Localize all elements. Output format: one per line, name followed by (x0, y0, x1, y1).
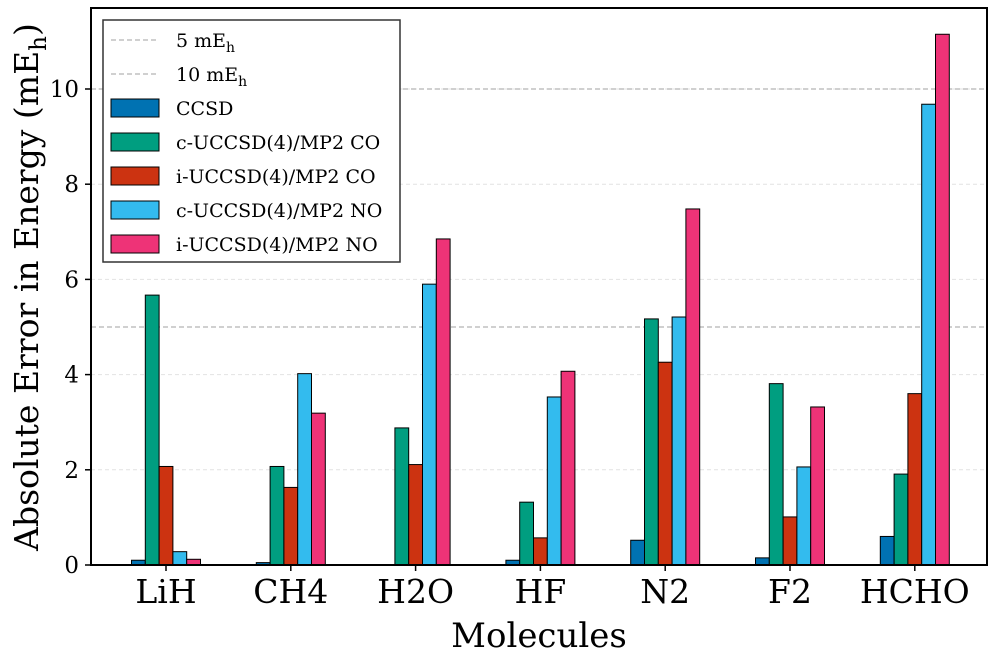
bar (283, 486, 299, 566)
x-tick-label: HF (515, 572, 567, 611)
legend-swatch (110, 98, 160, 118)
y-axis-label-sub: h (26, 36, 52, 51)
x-tick-label: F2 (768, 572, 812, 611)
bar (408, 464, 424, 566)
y-tick-label: 2 (64, 458, 79, 484)
y-tick-label: 4 (64, 363, 79, 389)
bar (768, 383, 784, 566)
legend-label: 5 mEh (176, 30, 235, 56)
bar (435, 238, 451, 566)
bar (671, 316, 687, 566)
bar (158, 465, 174, 566)
bar (311, 412, 326, 566)
x-tick-label: LiH (135, 572, 196, 611)
bar (657, 361, 673, 566)
y-tick-label: 8 (64, 172, 79, 198)
bar (519, 501, 535, 566)
bar (644, 318, 659, 566)
legend-label: c-UCCSD(4)/MP2 CO (176, 132, 380, 154)
bar (685, 208, 701, 566)
x-axis-ticks: LiH CH4 H2O HF N2 F2 HCHO (135, 565, 970, 611)
legend-label: 10 mEh (176, 64, 247, 90)
bar (755, 557, 770, 566)
y-axis-label-close: ) (7, 23, 46, 36)
y-tick-label: 0 (64, 553, 79, 579)
bar (560, 370, 576, 566)
legend-label: i-UCCSD(4)/MP2 CO (176, 166, 376, 188)
legend-label: i-UCCSD(4)/MP2 NO (176, 234, 378, 256)
x-tick-label: HCHO (860, 572, 970, 611)
bar (879, 535, 895, 566)
y-tick-label: 10 (50, 77, 79, 103)
y-tick-label: 6 (64, 267, 79, 293)
y-axis-ticks: 0 2 4 6 8 10 (50, 77, 91, 579)
bar (893, 473, 909, 566)
bar (810, 406, 826, 566)
bar (269, 465, 285, 566)
bar (546, 396, 562, 566)
bar (422, 283, 437, 566)
bar (172, 551, 188, 566)
reference-lines (91, 88, 987, 328)
legend-swatch (110, 234, 160, 254)
bar (796, 466, 812, 566)
y-axis-label-main: Absolute Error in Energy (mE (7, 51, 46, 552)
bar (907, 393, 923, 566)
bar (144, 294, 160, 566)
bar (782, 516, 798, 566)
bar (533, 537, 548, 566)
x-axis-label: Molecules (451, 616, 627, 656)
bars (131, 33, 950, 566)
bar (921, 103, 937, 566)
legend-label: CCSD (176, 98, 233, 120)
legend-label: c-UCCSD(4)/MP2 NO (176, 200, 382, 222)
bar (935, 33, 950, 566)
y-axis-label: Absolute Error in Energy (mEh) (7, 23, 52, 552)
legend: 5 mEh 10 mEh CCSD c-UCCSD(4)/MP2 CO i-UCCSD(… (102, 19, 401, 263)
legend-swatch (110, 132, 160, 152)
legend-swatch (110, 166, 160, 186)
x-tick-label: N2 (640, 572, 690, 611)
plot-frame (90, 7, 988, 566)
x-tick-label: CH4 (253, 572, 328, 611)
bar (297, 373, 313, 566)
legend-swatch (110, 200, 160, 220)
x-tick-label: H2O (377, 572, 454, 611)
bar (394, 427, 410, 566)
bar (630, 539, 646, 566)
